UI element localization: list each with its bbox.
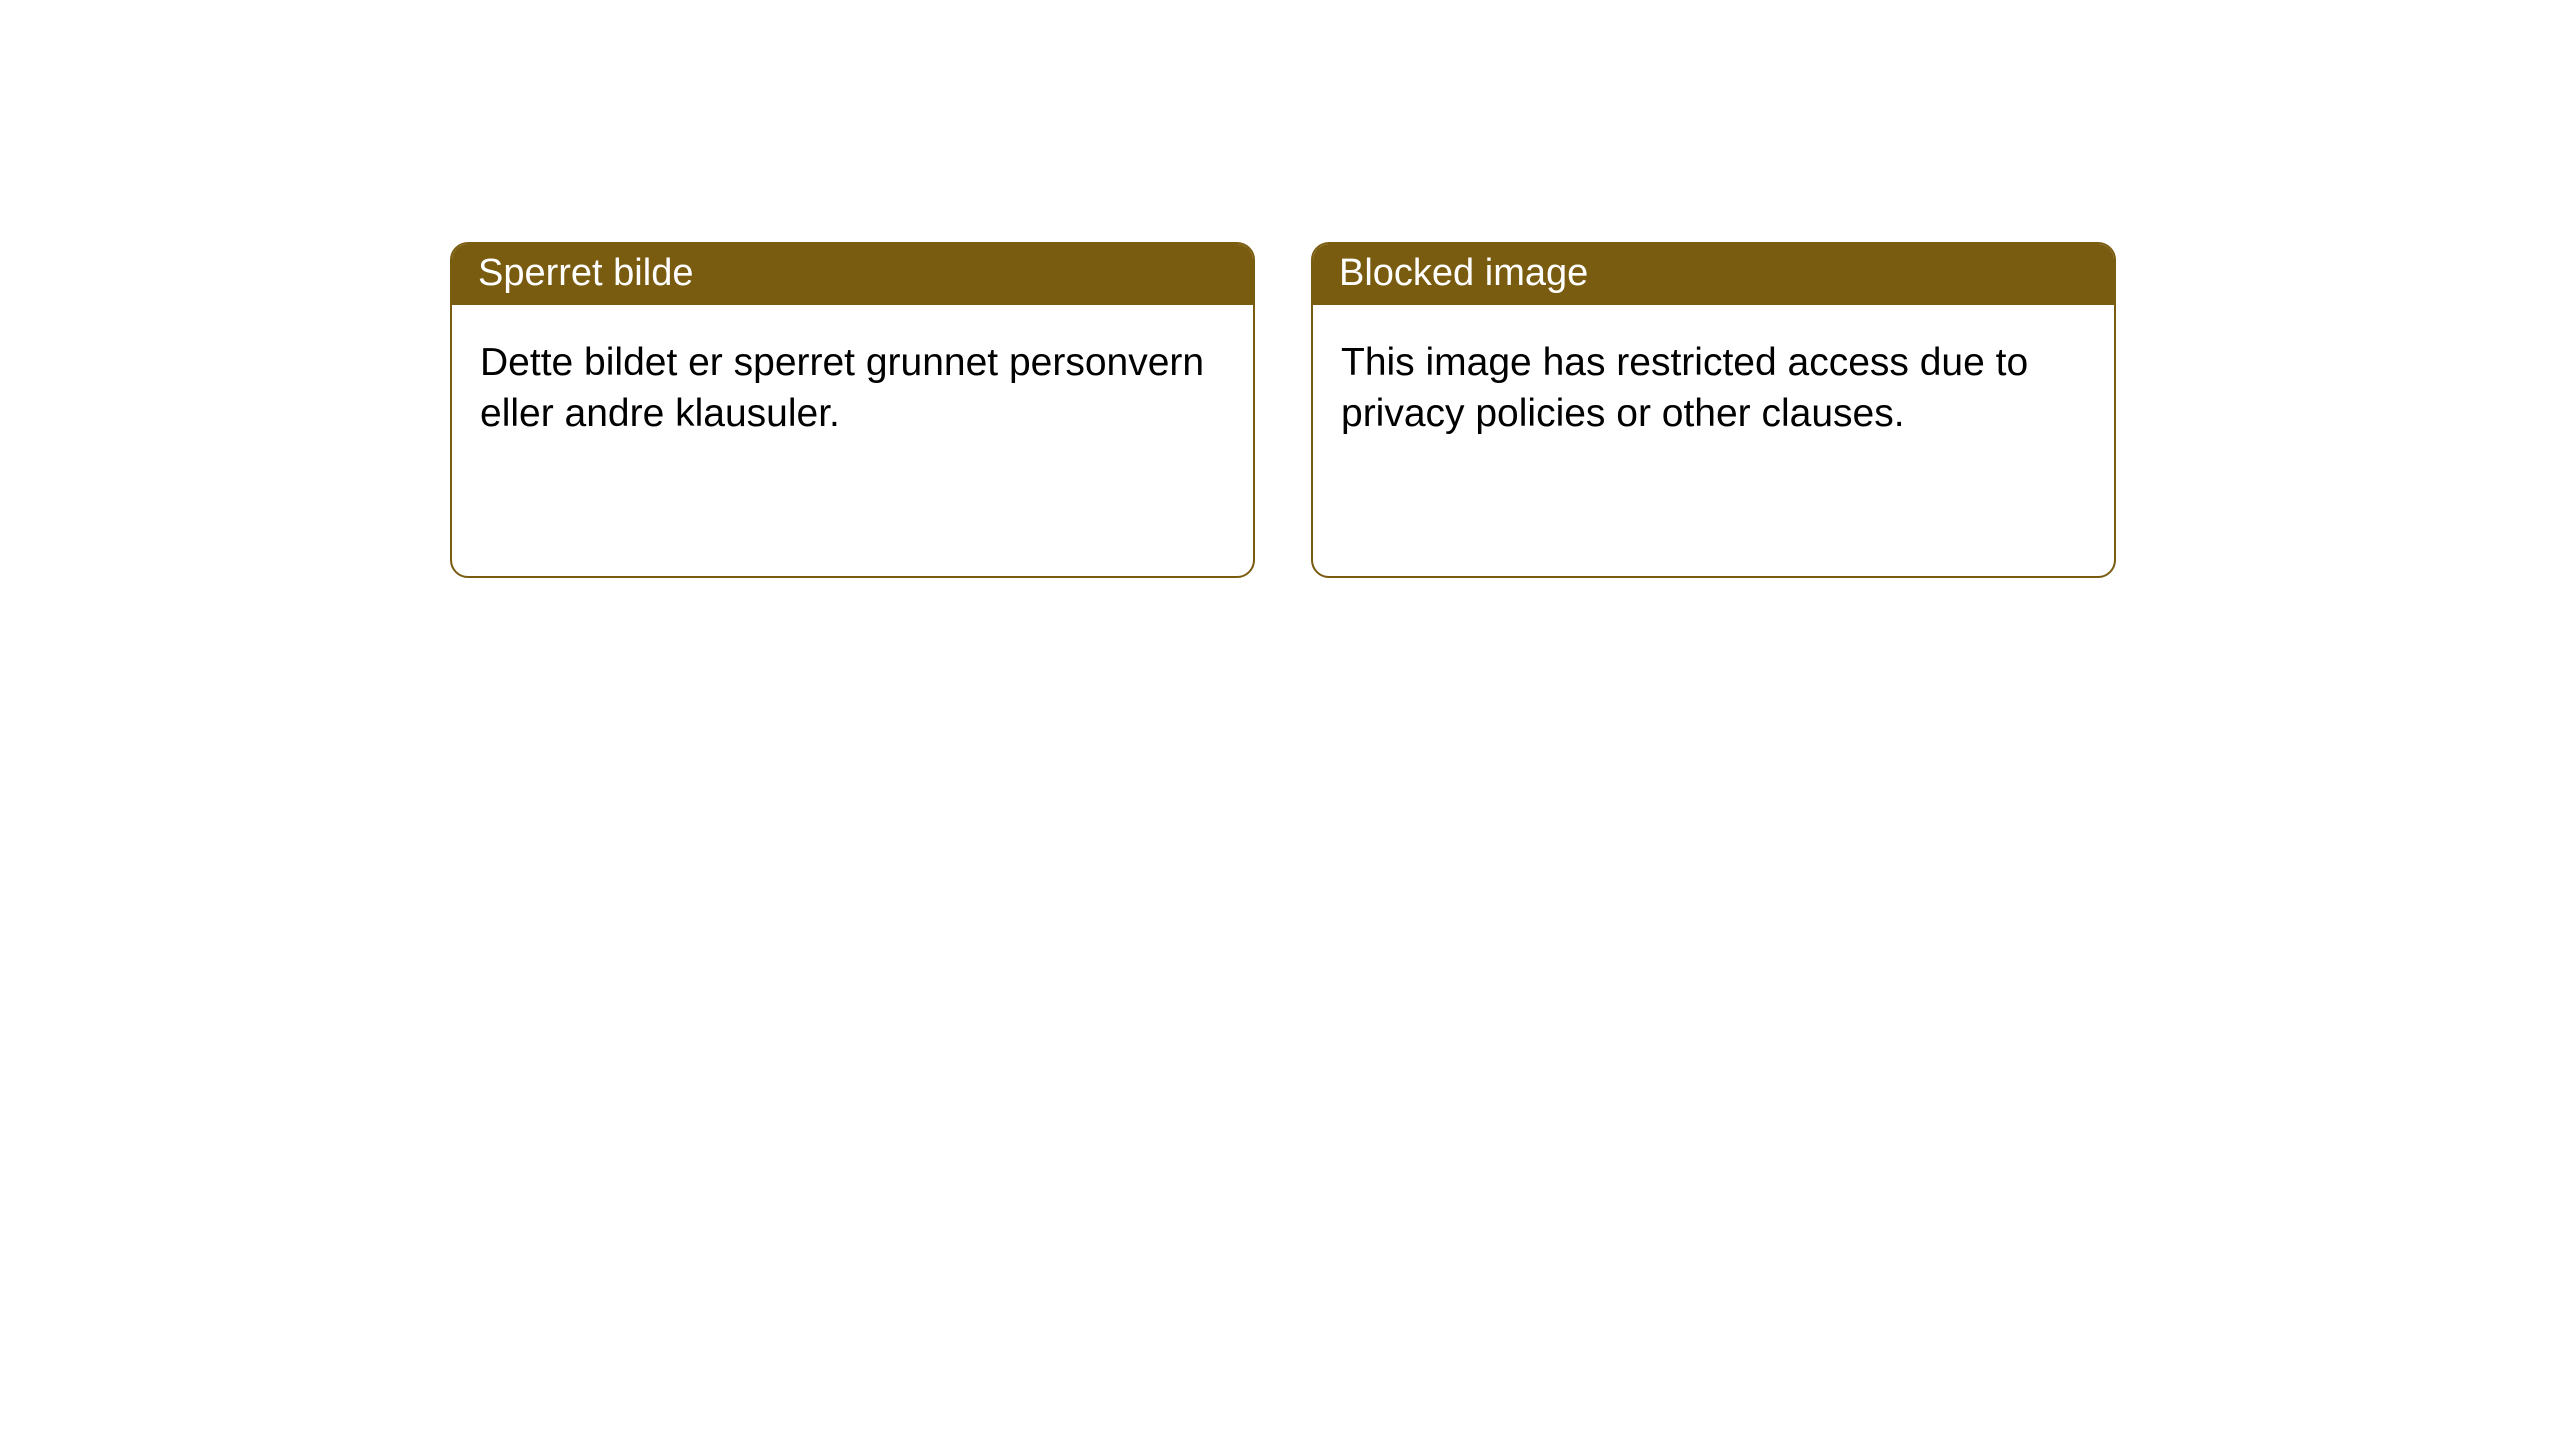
notice-card-title: Sperret bilde [452, 244, 1253, 305]
notice-card-norwegian: Sperret bilde Dette bildet er sperret gr… [450, 242, 1255, 578]
notice-container: Sperret bilde Dette bildet er sperret gr… [0, 0, 2560, 578]
notice-card-english: Blocked image This image has restricted … [1311, 242, 2116, 578]
notice-card-title: Blocked image [1313, 244, 2114, 305]
notice-card-body: Dette bildet er sperret grunnet personve… [452, 305, 1253, 472]
notice-card-body: This image has restricted access due to … [1313, 305, 2114, 472]
